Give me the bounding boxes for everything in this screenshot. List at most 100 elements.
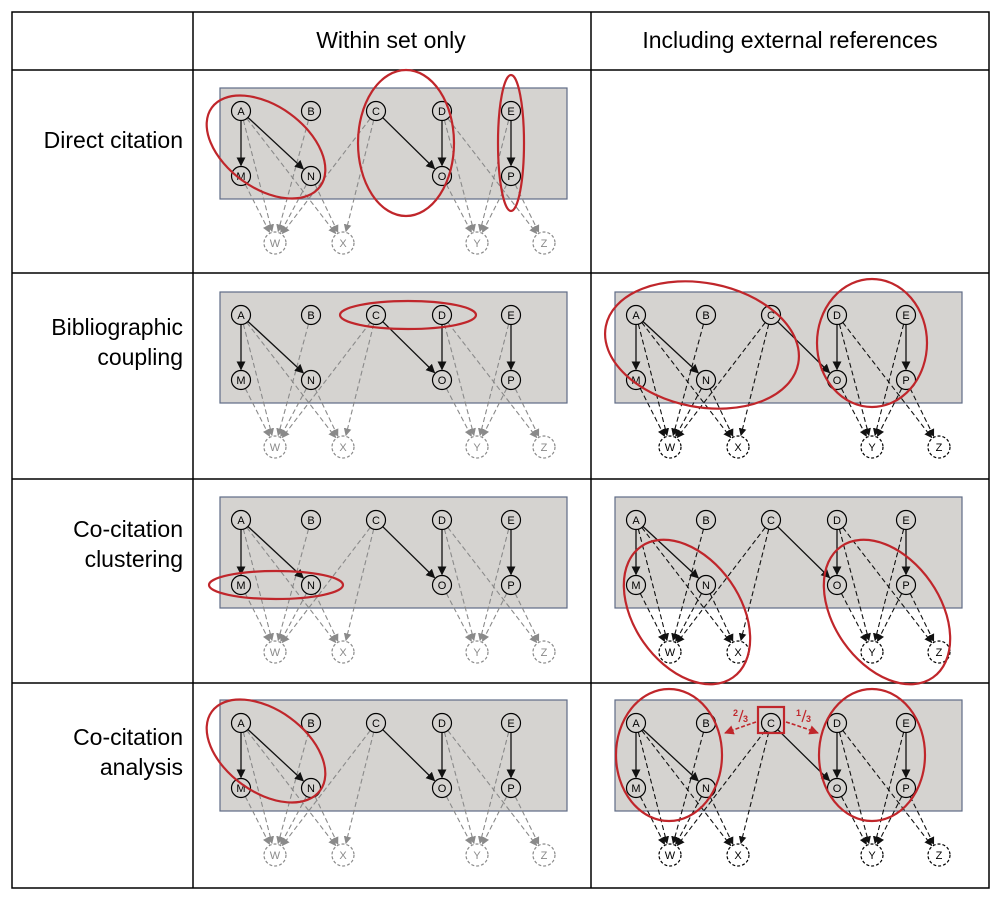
- node-label-E: E: [507, 515, 514, 527]
- external-node-Y: Y: [465, 640, 489, 664]
- external-node-W: W: [263, 435, 287, 459]
- node-A: A: [230, 509, 252, 531]
- citation-edge-C-O: [382, 117, 436, 170]
- citation-edge-P-Y: [876, 388, 903, 437]
- citation-edge-D-Z: [447, 322, 538, 439]
- external-node-Z: Z: [927, 843, 951, 867]
- node-label-B: B: [307, 718, 314, 730]
- external-node-label-W: W: [665, 850, 676, 862]
- node-E: E: [500, 304, 522, 326]
- external-node-label-Y: Y: [473, 647, 481, 659]
- citation-edge-P-Y: [481, 796, 508, 845]
- citation-edge-N-W: [280, 796, 307, 846]
- weight-arrow-right: [785, 721, 819, 735]
- external-node-label-Z: Z: [541, 238, 548, 250]
- node-label-O: O: [438, 580, 447, 592]
- citation-edge-D-Z: [842, 527, 933, 644]
- citation-edge-B-W: [671, 324, 705, 437]
- citation-edge-N-W: [280, 388, 307, 438]
- node-E: E: [500, 100, 522, 122]
- node-P: P: [895, 369, 917, 391]
- node-label-O: O: [438, 783, 447, 795]
- table-grid: [11, 11, 990, 889]
- row-label-cocluster-line-1: Co-citation: [73, 516, 183, 542]
- citation-edge-P-Z: [909, 796, 935, 845]
- citation-edge-A-X: [246, 322, 337, 439]
- node-label-O: O: [438, 171, 447, 183]
- citation-edge-C-W: [676, 527, 766, 644]
- citation-edge-O-Y: [445, 388, 472, 438]
- citation-edge-D-Z: [842, 730, 933, 847]
- citation-edge-C-O: [382, 321, 436, 374]
- citation-edge-C-W: [281, 118, 371, 235]
- external-node-label-W: W: [665, 442, 676, 454]
- node-E: E: [895, 509, 917, 531]
- node-label-M: M: [631, 783, 640, 795]
- external-node-label-W: W: [270, 647, 281, 659]
- node-label-B: B: [702, 515, 709, 527]
- weight-fraction-left: 23: [733, 708, 748, 724]
- citation-edge-P-Y: [481, 388, 508, 437]
- node-label-N: N: [307, 580, 315, 592]
- citation-edge-D-Z: [842, 322, 933, 439]
- cluster-highlight-E-P: [496, 73, 526, 213]
- cluster-highlight-A-M-N: [205, 698, 327, 804]
- node-label-C: C: [372, 310, 380, 322]
- node-B: B: [300, 304, 322, 326]
- external-node-X: X: [331, 640, 355, 664]
- citation-edge-N-W: [280, 593, 307, 643]
- citation-edge-C-W: [281, 322, 371, 439]
- cluster-highlight-A-B-M-N: [614, 687, 724, 823]
- external-node-label-Y: Y: [473, 238, 481, 250]
- node-label-M: M: [236, 580, 245, 592]
- node-O: O: [826, 369, 848, 391]
- citation-edge-A-X: [641, 527, 732, 644]
- node-D: D: [431, 712, 453, 734]
- citation-edge-D-Y: [838, 732, 871, 845]
- weight-fraction-left-denominator: 3: [743, 714, 748, 724]
- citation-edge-C-O: [777, 526, 831, 579]
- node-P: P: [500, 369, 522, 391]
- external-node-Y: Y: [465, 843, 489, 867]
- node-label-E: E: [507, 106, 514, 118]
- node-label-P: P: [507, 580, 514, 592]
- node-label-E: E: [902, 310, 909, 322]
- citation-edge-A-X: [246, 118, 337, 235]
- citation-edge-A-N: [642, 320, 699, 374]
- citation-edge-M-W: [639, 593, 666, 642]
- row-label-direct-line-1: Direct citation: [44, 127, 183, 153]
- external-node-label-Z: Z: [936, 850, 943, 862]
- citation-edge-A-W: [242, 529, 275, 642]
- external-node-label-X: X: [734, 850, 742, 862]
- node-label-A: A: [237, 718, 245, 730]
- node-label-B: B: [307, 310, 314, 322]
- external-node-W: W: [263, 843, 287, 867]
- node-label-E: E: [507, 718, 514, 730]
- node-C: C: [365, 509, 387, 531]
- citation-edge-B-W: [276, 529, 310, 642]
- panel-co-citation-analysis-within-set: A B C D E M N O P W X Y Z: [205, 698, 568, 867]
- node-label-E: E: [507, 310, 514, 322]
- node-label-P: P: [902, 783, 909, 795]
- node-P: P: [895, 777, 917, 799]
- citation-edge-D-Y: [838, 324, 871, 437]
- node-label-P: P: [507, 783, 514, 795]
- citation-edge-E-Y: [477, 529, 510, 642]
- node-label-C: C: [767, 310, 775, 322]
- node-M: M: [625, 574, 647, 596]
- node-label-O: O: [833, 783, 842, 795]
- node-label-C: C: [372, 106, 380, 118]
- external-node-Y: Y: [860, 640, 884, 664]
- external-node-label-X: X: [339, 442, 347, 454]
- external-node-label-W: W: [665, 647, 676, 659]
- node-B: B: [300, 509, 322, 531]
- external-node-label-W: W: [270, 850, 281, 862]
- citation-edge-A-W: [242, 732, 275, 845]
- node-A: A: [625, 304, 647, 326]
- weight-fraction-right: 13: [796, 708, 811, 724]
- citation-edge-C-O: [382, 729, 436, 782]
- node-A: A: [625, 509, 647, 531]
- node-label-A: A: [632, 718, 640, 730]
- panel-bibliographic-coupling-within-set: A B C D E M N O P W X Y Z: [219, 291, 568, 459]
- weight-fraction-left-numerator: 2: [733, 708, 738, 718]
